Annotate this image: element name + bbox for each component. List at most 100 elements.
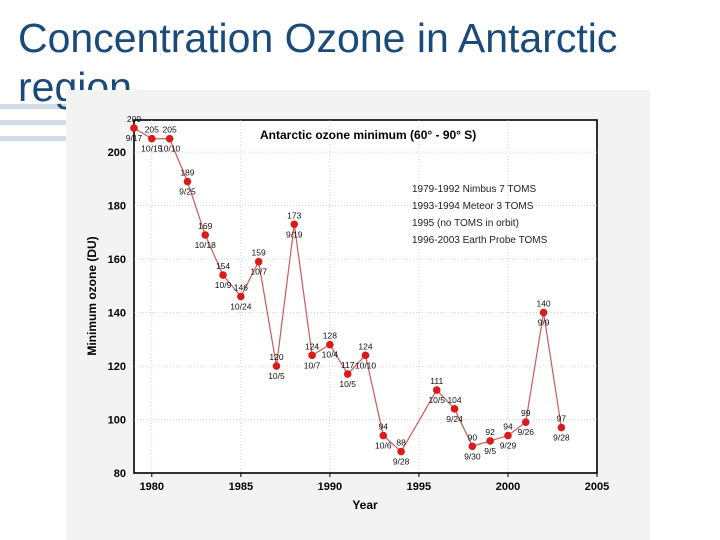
data-point <box>165 134 174 143</box>
data-point <box>343 370 352 378</box>
data-date-label: 9/25 <box>179 187 196 197</box>
data-value-label: 88 <box>396 438 406 448</box>
y-tick-label: 180 <box>108 201 126 213</box>
data-date-label: 9/26 <box>517 427 534 437</box>
data-date-label: 9/24 <box>446 414 463 424</box>
data-value-label: 104 <box>447 395 461 405</box>
y-tick-label: 120 <box>108 361 126 373</box>
data-value-label: 205 <box>163 125 177 135</box>
x-axis-label: Year <box>352 498 378 512</box>
data-date-label: 10/7 <box>250 267 267 277</box>
data-value-label: 205 <box>145 125 159 135</box>
data-value-label: 111 <box>430 376 443 386</box>
data-date-label: 9/9 <box>538 318 550 328</box>
data-point <box>183 177 192 186</box>
chart-title: Antarctic ozone minimum (60° - 90° S) <box>260 128 476 142</box>
data-point <box>504 431 512 440</box>
data-value-label: 99 <box>521 408 531 418</box>
data-value-label: 189 <box>180 168 194 178</box>
data-point <box>308 351 316 360</box>
axis-ticks: 80 100 120 140 160 180 200 1980 1985 1990 1995 2000… <box>108 147 610 493</box>
series-segment <box>525 312 545 423</box>
data-value-label: 92 <box>485 427 495 437</box>
series-segment <box>204 234 224 276</box>
data-point <box>361 351 370 360</box>
data-value-label: 140 <box>536 299 550 309</box>
data-date-label: 9/30 <box>464 451 481 461</box>
decorative-bar-3 <box>0 136 66 141</box>
series-segment <box>329 344 349 375</box>
data-value-label: 94 <box>503 422 513 432</box>
data-point <box>486 437 494 445</box>
data-point <box>237 292 245 301</box>
y-tick-label: 100 <box>108 415 126 427</box>
series-segment <box>186 181 206 236</box>
data-value-label: 154 <box>216 261 230 271</box>
data-date-label: 10/5 <box>268 371 285 381</box>
y-tick-label: 160 <box>108 254 126 266</box>
decorative-bar-2 <box>0 120 66 125</box>
data-date-label: 10/9 <box>215 280 232 290</box>
series-segment <box>347 354 366 375</box>
legend-entry: 1979-1992 Nimbus 7 TOMS <box>412 184 536 195</box>
series-segment <box>453 408 473 447</box>
series-segment <box>275 224 295 367</box>
data-date-label: 9/17 <box>126 133 143 143</box>
y-axis-label: Minimum ozone (DU) <box>85 236 99 355</box>
series-segment <box>169 138 188 182</box>
data-point <box>539 308 548 317</box>
y-tick-label: 140 <box>108 308 126 320</box>
data-date-label: 10/10 <box>159 144 181 154</box>
data-point <box>379 431 388 440</box>
data-date-label: 10/18 <box>195 240 217 250</box>
series-segment <box>382 435 402 453</box>
x-tick-label: 1995 <box>407 481 431 493</box>
data-value-label: 94 <box>379 422 389 432</box>
data-point <box>290 220 299 229</box>
x-tick-label: 1985 <box>229 481 253 493</box>
data-value-label: 173 <box>287 210 301 220</box>
series-segment <box>542 312 562 428</box>
series-segment <box>222 274 242 297</box>
data-points: 2099/1720510/1520510/101899/2516910/1815… <box>126 114 570 467</box>
data-point <box>130 124 138 132</box>
data-value-label: 128 <box>323 331 337 341</box>
data-value-label: 169 <box>198 221 212 231</box>
data-value-label: 97 <box>557 414 567 424</box>
plot-area <box>133 119 598 474</box>
series-segment <box>400 389 438 452</box>
data-value-label: 124 <box>358 341 372 351</box>
data-point <box>557 423 566 432</box>
series-line <box>133 127 562 453</box>
data-date-label: 10/24 <box>230 302 252 312</box>
series-segment <box>258 261 278 367</box>
series-segment <box>364 355 384 436</box>
data-point <box>254 257 263 266</box>
grid-lines <box>134 120 597 473</box>
data-date-label: 10/6 <box>375 441 392 451</box>
series-segment <box>293 224 313 356</box>
data-date-label: 9/5 <box>484 446 496 456</box>
x-tick-label: 1980 <box>140 481 164 493</box>
x-tick-label: 1990 <box>318 481 342 493</box>
legend-entry: 1996-2003 Earth Probe TOMS <box>412 235 548 246</box>
data-value-label: 124 <box>305 341 319 351</box>
data-point <box>521 418 530 426</box>
data-date-label: 9/28 <box>553 433 570 443</box>
data-date-label: 10/5 <box>339 379 356 389</box>
data-date-label: 10/7 <box>304 360 321 370</box>
data-point <box>432 386 441 394</box>
data-point <box>397 447 405 456</box>
ozone-line-chart: 80 100 120 140 160 180 200 1980 1985 1990 1995 2000… <box>85 114 610 512</box>
series-segment <box>436 389 455 410</box>
legend-entry: 1993-1994 Meteor 3 TOMS <box>412 201 534 212</box>
data-point <box>272 362 281 370</box>
data-point <box>201 231 210 239</box>
data-date-label: 9/29 <box>500 441 517 451</box>
x-tick-label: 2000 <box>496 481 520 493</box>
data-date-label: 10/10 <box>355 360 377 370</box>
y-tick-label: 80 <box>114 468 126 480</box>
data-value-label: 90 <box>468 432 478 442</box>
chart-legend: 1979-1992 Nimbus 7 TOMS 1993-1994 Meteor … <box>412 184 548 246</box>
data-point <box>468 442 477 451</box>
